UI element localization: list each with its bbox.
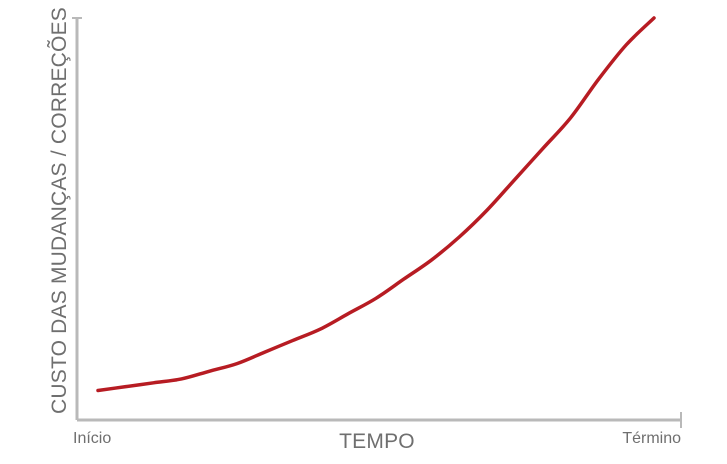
series-layer: [96, 16, 656, 393]
axes: [72, 17, 682, 428]
cost-curve-line: [96, 16, 656, 393]
x-axis-end-label: Término: [622, 430, 681, 447]
x-axis-start-label: Início: [73, 430, 111, 447]
y-axis-title: CUSTO DAS MUDANÇAS / CORREÇÕES: [47, 7, 71, 414]
x-axis-title: TEMPO: [339, 430, 415, 453]
